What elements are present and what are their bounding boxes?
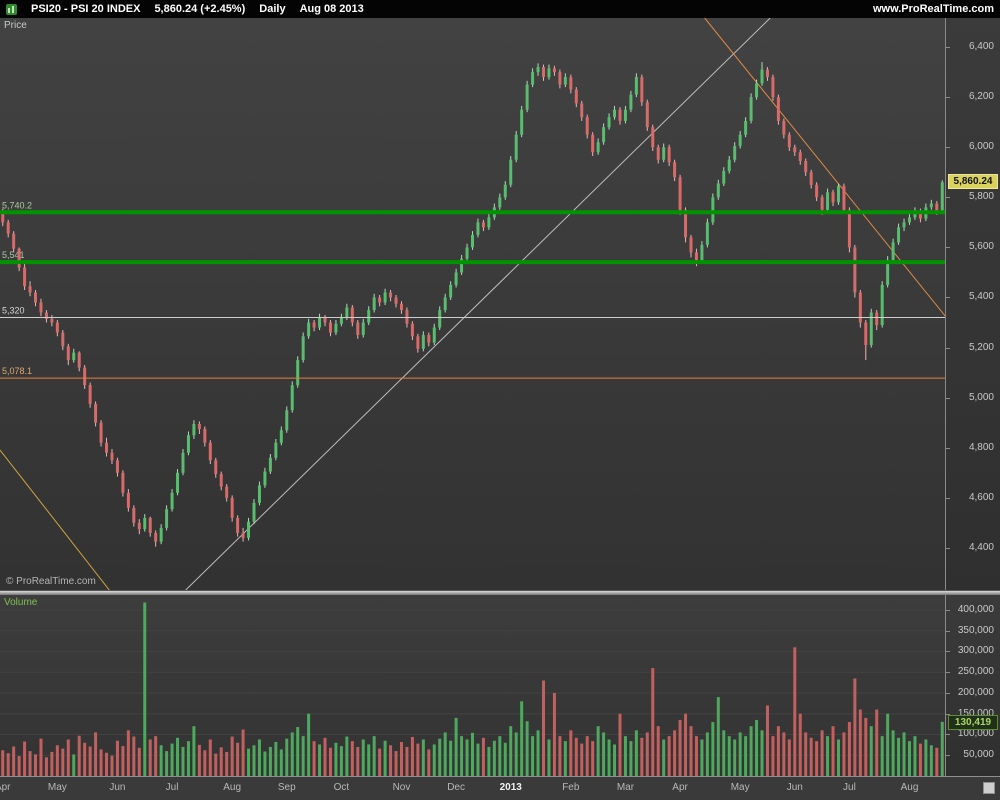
level-label: 5,078.1 — [2, 366, 32, 376]
time-axis-label: Jun — [786, 782, 803, 793]
price-axis-tick: 4,400 — [968, 541, 994, 553]
ascending-trendline[interactable] — [185, 18, 771, 590]
volume-axis-tick-mark — [946, 651, 950, 653]
volume-axis-tick-mark — [946, 734, 950, 736]
level-label: 5,541 — [2, 250, 25, 260]
resize-handle[interactable] — [983, 782, 995, 794]
volume-bars-layer — [1, 602, 944, 776]
time-axis-label: May — [730, 782, 750, 793]
price-axis-tick: 4,600 — [968, 491, 994, 503]
price-axis-tick: 5,800 — [968, 191, 994, 203]
time-axis-label: Jul — [843, 782, 856, 793]
time-axis-label: 2013 — [499, 782, 522, 793]
site-link[interactable]: www.ProRealTime.com — [872, 3, 994, 15]
level-labels-layer: 5,740.2 5,541 5,320 5,078.1 — [2, 200, 32, 376]
price-axis-tick: 6,200 — [968, 91, 994, 103]
price-axis-tick-mark — [946, 147, 950, 149]
price-chart[interactable]: 5,740.2 5,541 5,320 5,078.1 — [0, 18, 945, 590]
last-price-badge: 5,860.24 — [948, 174, 998, 190]
volume-axis-tick-mark — [946, 755, 950, 757]
time-axis-label: Oct — [333, 782, 350, 793]
candles-layer — [1, 62, 944, 547]
time-axis-label: Jun — [109, 782, 126, 793]
time-axis-label: Mar — [616, 782, 635, 793]
volume-axis-tick-mark — [946, 692, 950, 694]
volume-axis-tick-mark — [946, 672, 950, 674]
time-axis-label: May — [47, 782, 67, 793]
time-axis[interactable]: Apr May Jun Jul Aug Sep Oct Nov Dec 2013 Feb Mar Apr… — [0, 776, 1000, 800]
volume-grid-layer — [0, 609, 945, 756]
last-quote: 5,860.24 (+2.45%) — [154, 3, 246, 15]
price-axis-tick-mark — [946, 347, 950, 349]
time-axis-label: Apr — [0, 782, 11, 793]
last-volume-badge: 130,419 — [948, 714, 998, 730]
price-axis-tick: 5,000 — [968, 391, 994, 403]
volume-pane: 400,000 350,000 300,000 250,000 200,000 150,0… — [0, 595, 1000, 776]
level-label: 5,740.2 — [2, 200, 32, 210]
volume-axis-tick: 50,000 — [963, 749, 994, 761]
volume-axis-tick-mark — [946, 713, 950, 715]
volume-axis-tick: 150,000 — [957, 707, 994, 719]
timeframe-label: Daily — [259, 3, 286, 15]
descending-trendline[interactable] — [704, 18, 945, 323]
instrument-icon — [6, 3, 17, 15]
volume-axis-tick: 250,000 — [957, 666, 994, 678]
volume-axis-tick: 200,000 — [957, 686, 994, 698]
level-label: 5,320 — [2, 306, 25, 316]
time-axis-label: Nov — [392, 782, 411, 793]
volume-pane-label: Volume — [4, 597, 38, 608]
price-axis-tick: 5,600 — [968, 241, 994, 253]
volume-axis[interactable]: 400,000 350,000 300,000 250,000 200,000 150,0… — [945, 595, 1000, 776]
volume-axis-tick: 300,000 — [957, 645, 994, 657]
price-axis-tick-mark — [946, 447, 950, 449]
price-axis-tick-mark — [946, 397, 950, 399]
volume-axis-tick-mark — [946, 609, 950, 611]
price-axis-tick: 5,400 — [968, 291, 994, 303]
price-pane-label: Price — [4, 20, 27, 31]
levels-layer — [0, 210, 945, 379]
price-axis-tick: 6,400 — [968, 41, 994, 53]
price-axis-tick-mark — [946, 297, 950, 299]
volume-axis-tick: 400,000 — [957, 603, 994, 615]
time-axis-label: Feb — [562, 782, 580, 793]
price-axis-tick-mark — [946, 197, 950, 199]
time-axis-label: Aug — [900, 782, 919, 793]
time-axis-label: Aug — [223, 782, 242, 793]
time-axis-label: Jul — [165, 782, 179, 793]
time-axis-label: Dec — [447, 782, 466, 793]
price-axis-tick: 6,000 — [968, 141, 994, 153]
price-axis-tick-mark — [946, 547, 950, 549]
price-axis-tick-mark — [946, 247, 950, 249]
instrument-title: PSI20 - PSI 20 INDEX — [31, 3, 141, 15]
trendlines-layer — [0, 18, 945, 590]
price-axis-tick-mark — [946, 47, 950, 49]
descending-trendline-old[interactable] — [0, 449, 110, 590]
time-axis-label: Sep — [277, 782, 296, 793]
volume-axis-tick: 350,000 — [957, 624, 994, 636]
volume-chart[interactable] — [0, 595, 945, 776]
pane-divider[interactable] — [0, 590, 1000, 595]
price-axis-tick-mark — [946, 97, 950, 99]
date-label: Aug 08 2013 — [299, 3, 364, 15]
volume-axis-tick: 100,000 — [957, 728, 994, 740]
top-bar: PSI20 - PSI 20 INDEX 5,860.24 (+2.45%) D… — [0, 0, 1000, 18]
time-axis-label: Apr — [672, 782, 688, 793]
price-pane: 5,740.2 5,541 5,320 5,078.1 6,400 6,200 6,000… — [0, 18, 1000, 590]
price-axis-tick: 5,200 — [968, 341, 994, 353]
volume-axis-tick-mark — [946, 630, 950, 632]
copyright-label: © ProRealTime.com — [6, 576, 96, 587]
price-axis-tick: 4,800 — [968, 441, 994, 453]
price-axis-tick-mark — [946, 497, 950, 499]
price-axis[interactable]: 6,400 6,200 6,000 5,800 5,600 5,400 5,200 5,000… — [945, 18, 1000, 590]
